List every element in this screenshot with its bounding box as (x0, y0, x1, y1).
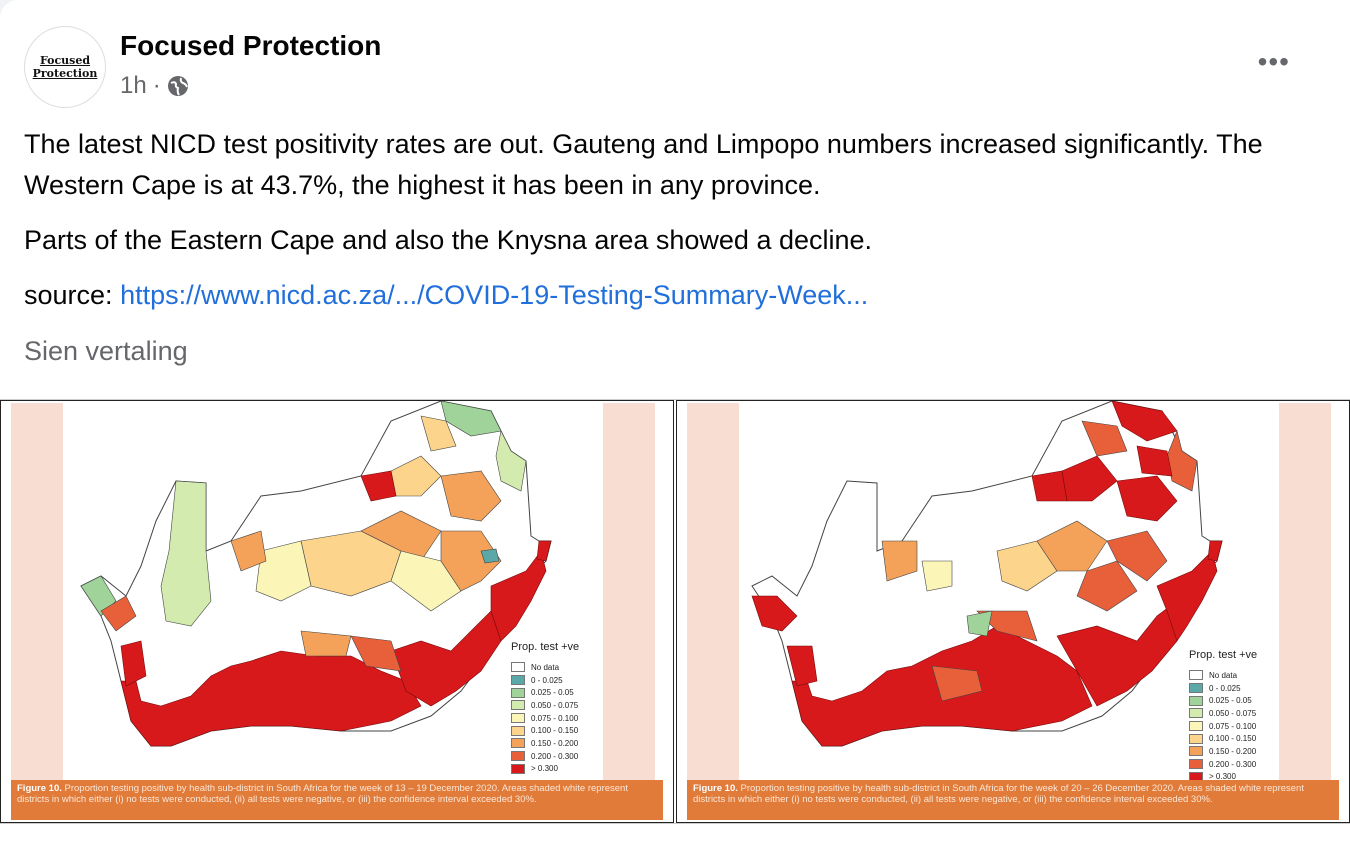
avatar-text-line-2: Protection (32, 67, 98, 80)
caption-text: Proportion testing positive by health su… (17, 783, 628, 805)
legend-item: 0.150 - 0.200 (511, 737, 631, 750)
post-paragraph: Parts of the Eastern Cape and also the K… (24, 225, 873, 255)
legend-item: 0.100 - 0.150 (511, 724, 631, 737)
post-paragraph: The latest NICD test positivity rates ar… (24, 129, 1263, 200)
legend-item: 0.050 - 0.075 (511, 699, 631, 712)
legend-item: 0.200 - 0.300 (1189, 758, 1309, 771)
meta-separator: · (152, 72, 161, 99)
legend-label: 0.200 - 0.300 (531, 751, 579, 761)
legend-label: 0.075 - 0.100 (1209, 721, 1257, 731)
south-africa-positivity-map (751, 401, 1223, 747)
post-text: The latest NICD test positivity rates ar… (24, 124, 1314, 330)
legend-item: 0.200 - 0.300 (511, 750, 631, 763)
legend-label: 0.050 - 0.075 (531, 700, 579, 710)
legend-item: 0.150 - 0.200 (1189, 745, 1309, 758)
caption-text: Proportion testing positive by health su… (693, 783, 1304, 805)
see-translation-link[interactable]: Sien vertaling (24, 336, 188, 366)
caption-label: Figure 10. (693, 783, 738, 794)
legend-label: 0.050 - 0.075 (1209, 708, 1257, 718)
legend-item: No data (1189, 669, 1309, 682)
legend-label: 0.150 - 0.200 (531, 738, 579, 748)
legend-label: 0 - 0.025 (1209, 683, 1241, 693)
legend-item: 0 - 0.025 (1189, 682, 1309, 695)
more-options-button[interactable]: ••• (1257, 46, 1290, 77)
figure-caption: Figure 10. Proportion testing positive b… (687, 780, 1339, 820)
page-name[interactable]: Focused Protection (120, 30, 382, 61)
source-line: source: https://www.nicd.ac.za/.../COVID… (24, 275, 1314, 316)
map-legend: Prop. test +ve No data 0 - 0.025 0.025 -… (1189, 649, 1309, 783)
source-label: source: (24, 280, 113, 310)
legend-title: Prop. test +ve (511, 641, 580, 653)
legend-label: 0.025 - 0.05 (531, 688, 574, 698)
image-margin (603, 403, 655, 782)
image-margin (11, 403, 63, 782)
legend-label: 0.150 - 0.200 (1209, 746, 1257, 756)
post-meta: 1h · (120, 72, 189, 100)
legend-item: 0.025 - 0.05 (511, 686, 631, 699)
caption-label: Figure 10. (17, 783, 62, 794)
avatar-text-line-1: Focused (39, 54, 91, 67)
image-margin (687, 403, 739, 782)
south-africa-positivity-map (80, 401, 552, 747)
legend-label: 0 - 0.025 (531, 675, 563, 685)
legend-label: > 0.300 (531, 764, 558, 774)
legend-item: 0.075 - 0.100 (511, 712, 631, 725)
legend-label: 0.025 - 0.05 (1209, 696, 1252, 706)
image-margin (1279, 403, 1331, 782)
legend-item: No data (511, 661, 631, 674)
source-link[interactable]: https://www.nicd.ac.za/.../COVID-19-Test… (120, 280, 869, 310)
legend-item: 0.075 - 0.100 (1189, 720, 1309, 733)
legend-label: No data (1209, 670, 1238, 680)
legend-label: No data (531, 662, 560, 672)
map-image-week-13-19-december[interactable]: Prop. test +ve No data 0 - 0.025 0.025 -… (0, 400, 674, 823)
map-image-week-20-26-december[interactable]: Prop. test +ve No data 0 - 0.025 0.025 -… (676, 400, 1350, 823)
legend-item: 0 - 0.025 (511, 674, 631, 687)
legend-label: 0.100 - 0.150 (531, 726, 579, 736)
legend-item: 0.025 - 0.05 (1189, 694, 1309, 707)
post-time[interactable]: 1h (120, 72, 147, 99)
legend-label: 0.075 - 0.100 (531, 713, 579, 723)
globe-icon (167, 76, 188, 96)
figure-caption: Figure 10. Proportion testing positive b… (11, 780, 663, 820)
legend-item: > 0.300 (511, 763, 631, 776)
legend-item: 0.050 - 0.075 (1189, 707, 1309, 720)
page-avatar[interactable]: Focused Protection (24, 26, 106, 108)
legend-item: 0.100 - 0.150 (1189, 732, 1309, 745)
post-images: Prop. test +ve No data 0 - 0.025 0.025 -… (0, 399, 1350, 824)
map-legend: Prop. test +ve No data 0 - 0.025 0.025 -… (511, 641, 631, 775)
legend-label: 0.200 - 0.300 (1209, 759, 1257, 769)
legend-title: Prop. test +ve (1189, 649, 1258, 661)
legend-label: > 0.300 (1209, 772, 1236, 782)
legend-label: 0.100 - 0.150 (1209, 734, 1257, 744)
